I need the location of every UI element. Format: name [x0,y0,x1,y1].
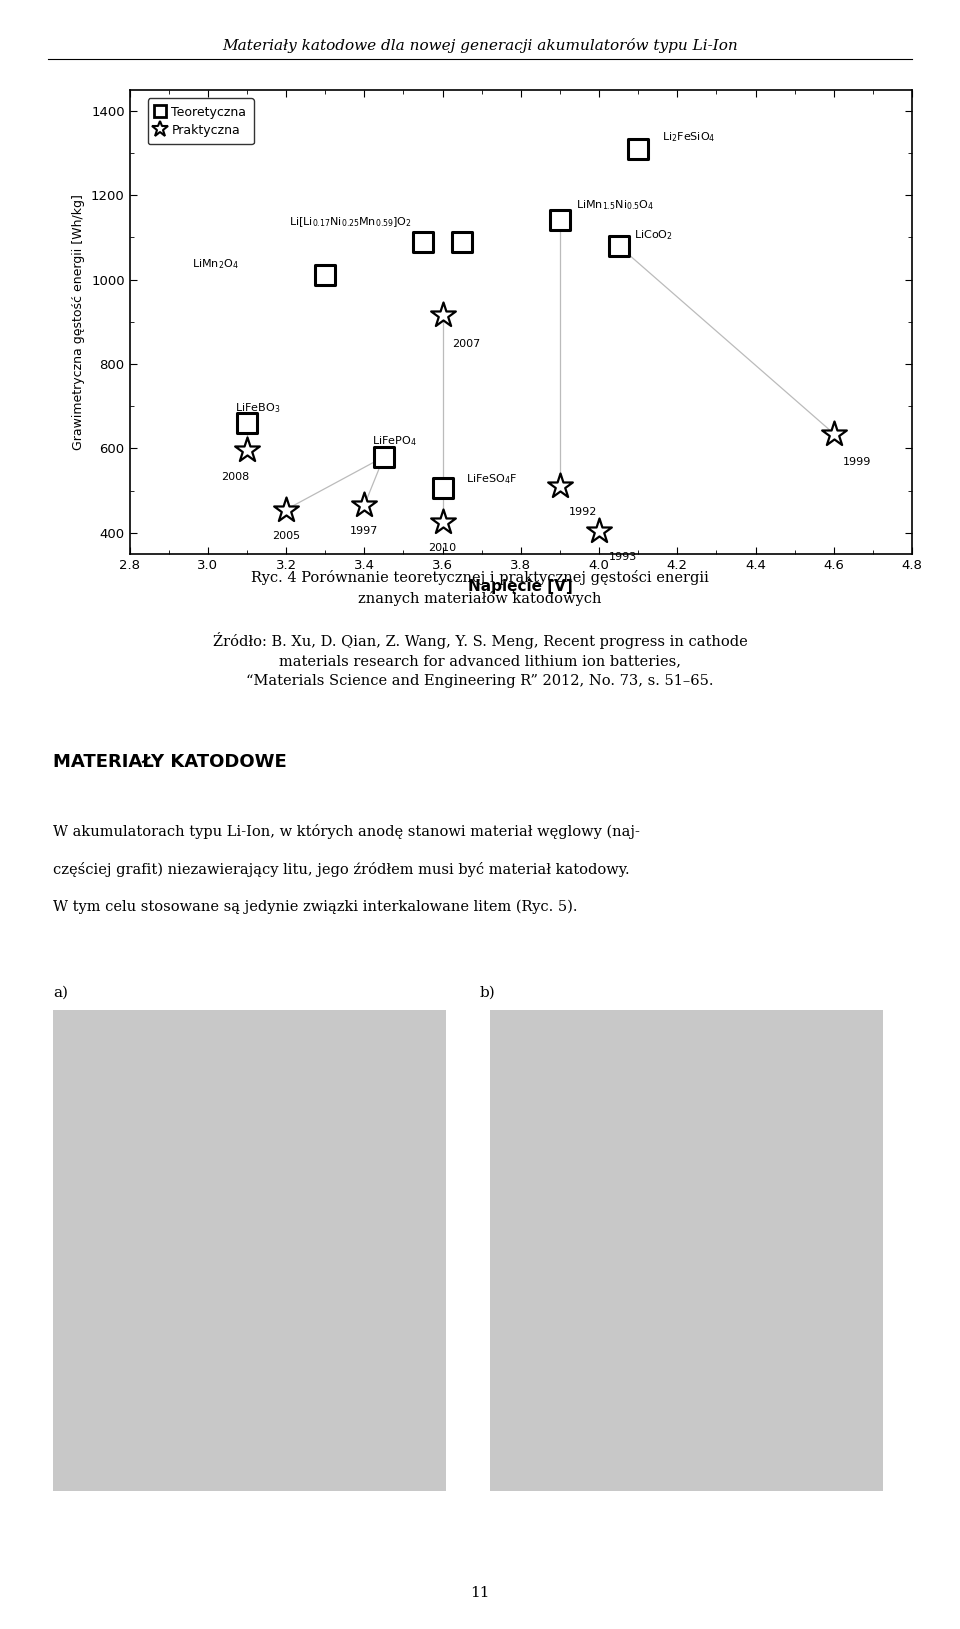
Text: 1997: 1997 [350,526,378,536]
Text: LiCoO$_2$: LiCoO$_2$ [635,228,673,241]
Point [435,303,450,329]
Text: W tym celu stosowane są jedynie związki interkalowane litem (Ryc. 5).: W tym celu stosowane są jedynie związki … [53,899,577,914]
Text: Ryc. 4 Porównanie teoretycznej i praktycznej gęstości energii
znanych materiałów: Ryc. 4 Porównanie teoretycznej i praktyc… [252,570,708,606]
Point [552,207,567,233]
Text: Materiały katodowe dla nowej generacji akumulatorów typu Li-Ion: Materiały katodowe dla nowej generacji a… [222,39,738,54]
Point [552,474,567,500]
Text: 2005: 2005 [272,531,300,541]
Text: Li[Li$_{0.17}$Ni$_{0.25}$Mn$_{0.59}$]O$_2$: Li[Li$_{0.17}$Ni$_{0.25}$Mn$_{0.59}$]O$_… [289,215,411,228]
Text: b): b) [480,986,495,1000]
Text: Źródło: B. Xu, D. Qian, Z. Wang, Y. S. Meng, Recent progress in cathode
material: Źródło: B. Xu, D. Qian, Z. Wang, Y. S. M… [212,632,748,687]
Text: 2008: 2008 [221,471,250,482]
Text: 2007: 2007 [452,339,480,349]
Point [591,518,607,544]
X-axis label: Napięcie [V]: Napięcie [V] [468,578,573,593]
Point [826,420,841,446]
Text: LiMn$_2$O$_4$: LiMn$_2$O$_4$ [192,257,239,270]
Point [357,492,372,518]
Point [416,228,431,254]
Text: 1999: 1999 [843,456,872,468]
Text: LiFeSO$_4$F: LiFeSO$_4$F [466,472,517,487]
Point [454,228,469,254]
Y-axis label: Grawimetryczna gęstość energii [Wh/kg]: Grawimetryczna gęstość energii [Wh/kg] [72,194,85,450]
Text: 1992: 1992 [569,508,597,518]
Point [278,497,294,523]
Point [435,510,450,536]
Text: W akumulatorach typu Li-Ion, w których anodę stanowi materiał węglowy (naj-: W akumulatorach typu Li-Ion, w których a… [53,824,639,839]
Point [376,443,392,469]
Text: MATERIAŁY KATODOWE: MATERIAŁY KATODOWE [53,753,286,771]
Text: 2010: 2010 [428,544,457,554]
Text: LiMn$_{1.5}$Ni$_{0.5}$O$_4$: LiMn$_{1.5}$Ni$_{0.5}$O$_4$ [576,199,654,212]
Point [239,438,254,464]
Point [611,233,626,259]
Text: 11: 11 [470,1585,490,1600]
Point [239,411,254,437]
Text: LiFePO$_4$: LiFePO$_4$ [372,435,417,448]
Point [318,262,333,288]
Text: częściej grafit) niezawierający litu, jego źródłem musi być materiał katodowy.: częściej grafit) niezawierający litu, je… [53,862,630,876]
Legend: Teoretyczna, Praktyczna: Teoretyczna, Praktyczna [148,98,253,143]
Text: Li$_2$FeSiO$_4$: Li$_2$FeSiO$_4$ [661,130,715,145]
Point [631,135,646,161]
Text: a): a) [53,986,68,1000]
Text: 1993: 1993 [609,552,636,562]
Point [435,476,450,502]
Text: LiFeBO$_3$: LiFeBO$_3$ [235,401,280,415]
